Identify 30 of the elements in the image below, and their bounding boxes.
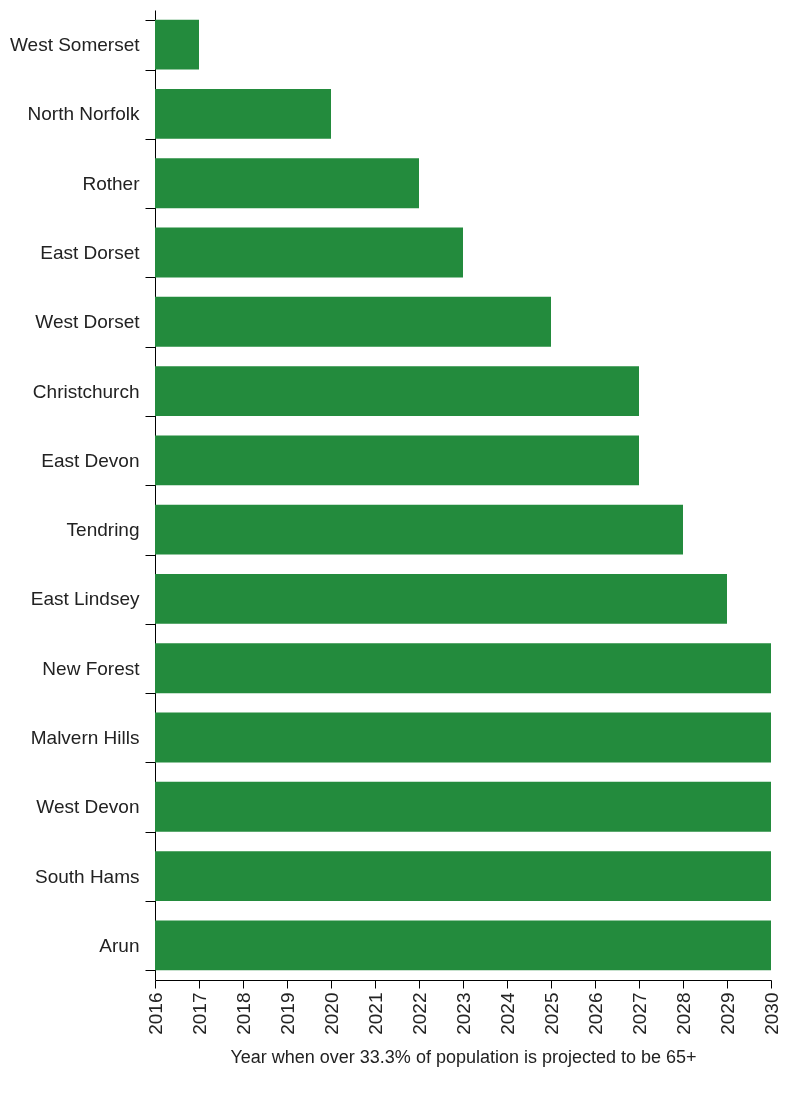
y-tick-label: Rother: [82, 172, 141, 194]
x-tick-label: 2024: [496, 992, 518, 1035]
x-tick-label: 2022: [408, 992, 430, 1035]
y-tick-label: Christchurch: [32, 380, 140, 402]
x-tick-label: 2021: [364, 992, 386, 1035]
x-tick-label: 2023: [452, 992, 474, 1035]
x-tick-label: 2016: [144, 992, 166, 1035]
x-tick-label: 2030: [760, 992, 782, 1035]
y-tick-label: Tendring: [66, 519, 140, 541]
y-tick-label: Arun: [99, 934, 140, 956]
x-tick-label: 2028: [672, 992, 694, 1035]
y-tick-label: New Forest: [42, 657, 141, 679]
x-tick-label: 2019: [276, 992, 298, 1035]
x-tick-label: 2018: [232, 992, 254, 1035]
y-tick-label: West Dorset: [35, 311, 141, 333]
x-tick-label: 2025: [540, 992, 562, 1035]
y-tick-label: Malvern Hills: [30, 727, 140, 748]
y-tick-label: East Lindsey: [30, 588, 140, 610]
y-tick-label: East Dorset: [40, 242, 141, 263]
y-tick-label: South Hams: [34, 865, 140, 887]
y-tick-label: North Norfolk: [27, 103, 140, 125]
y-tick-label: East Devon: [41, 449, 140, 471]
x-tick-label: 2020: [320, 992, 342, 1035]
y-tick-label: West Somerset: [9, 34, 141, 56]
x-tick-label: 2017: [188, 992, 210, 1035]
x-axis-title: Year when over 33.3% of population is projected to be 65+: [230, 1046, 697, 1067]
x-tick-label: 2027: [628, 992, 650, 1035]
y-tick-label: West Devon: [36, 796, 140, 818]
x-tick-label: 2026: [584, 992, 606, 1035]
x-tick-label: 2029: [716, 992, 738, 1035]
